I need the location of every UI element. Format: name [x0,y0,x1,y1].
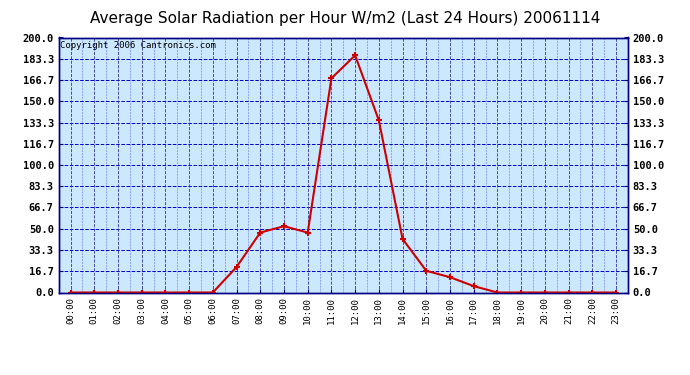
Text: Average Solar Radiation per Hour W/m2 (Last 24 Hours) 20061114: Average Solar Radiation per Hour W/m2 (L… [90,11,600,26]
Text: Copyright 2006 Cantronics.com: Copyright 2006 Cantronics.com [60,41,216,50]
